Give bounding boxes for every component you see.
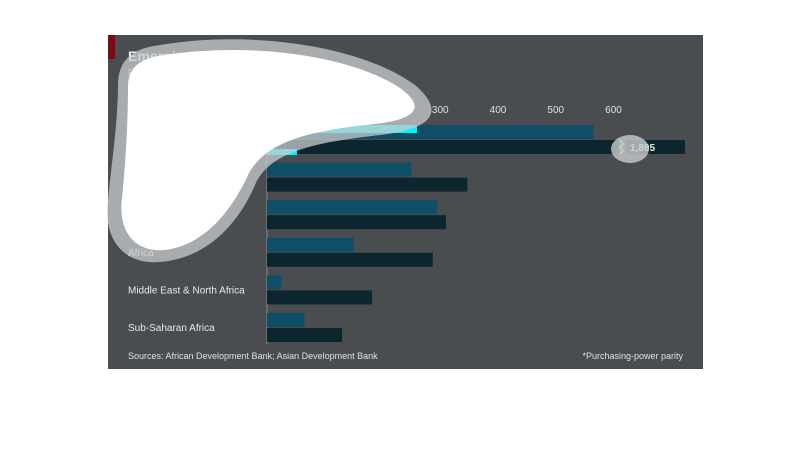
x-tick-label: 100 [316, 105, 333, 116]
category-label: Developing Asia [128, 135, 200, 146]
highlight-band [267, 149, 297, 155]
bar-value-label: 1,895 [630, 143, 655, 154]
bar-chart: 0 100 200 300 400 500 600 Developing Asia 1,895 L… [128, 105, 685, 345]
bar-2008 [267, 177, 468, 192]
bar-1990 [267, 162, 412, 177]
chart-panel: Emerging middle class People living on $… [108, 35, 703, 369]
category-label: Africa [128, 248, 154, 259]
category-label: Sub-Saharan Africa [128, 323, 215, 334]
bar-2008 [267, 252, 433, 267]
x-tick-label: 200 [374, 105, 391, 116]
bar-2008 [267, 290, 373, 305]
highlight-band [267, 125, 417, 133]
category-label: Developing Europe [128, 210, 213, 221]
x-tick-label: 0 [264, 105, 270, 116]
x-tick-label: 300 [432, 105, 449, 116]
bar-2008 [267, 215, 447, 230]
x-tick-label: 500 [547, 105, 564, 116]
category-label: Middle East & North Africa [128, 285, 245, 296]
category-label: Latin America & Caribbean [128, 173, 247, 184]
bar-2008 [267, 328, 343, 342]
bar-1990 [267, 200, 438, 215]
bar-1990 [267, 313, 305, 327]
chart-source: Sources: African Development Bank; Asian… [128, 351, 378, 361]
x-tick-label: 400 [490, 105, 507, 116]
bar-1990 [267, 237, 354, 252]
x-tick-label: 600 [605, 105, 622, 116]
bar-1990 [267, 275, 282, 290]
chart-footnote: *Purchasing-power parity [582, 351, 683, 361]
